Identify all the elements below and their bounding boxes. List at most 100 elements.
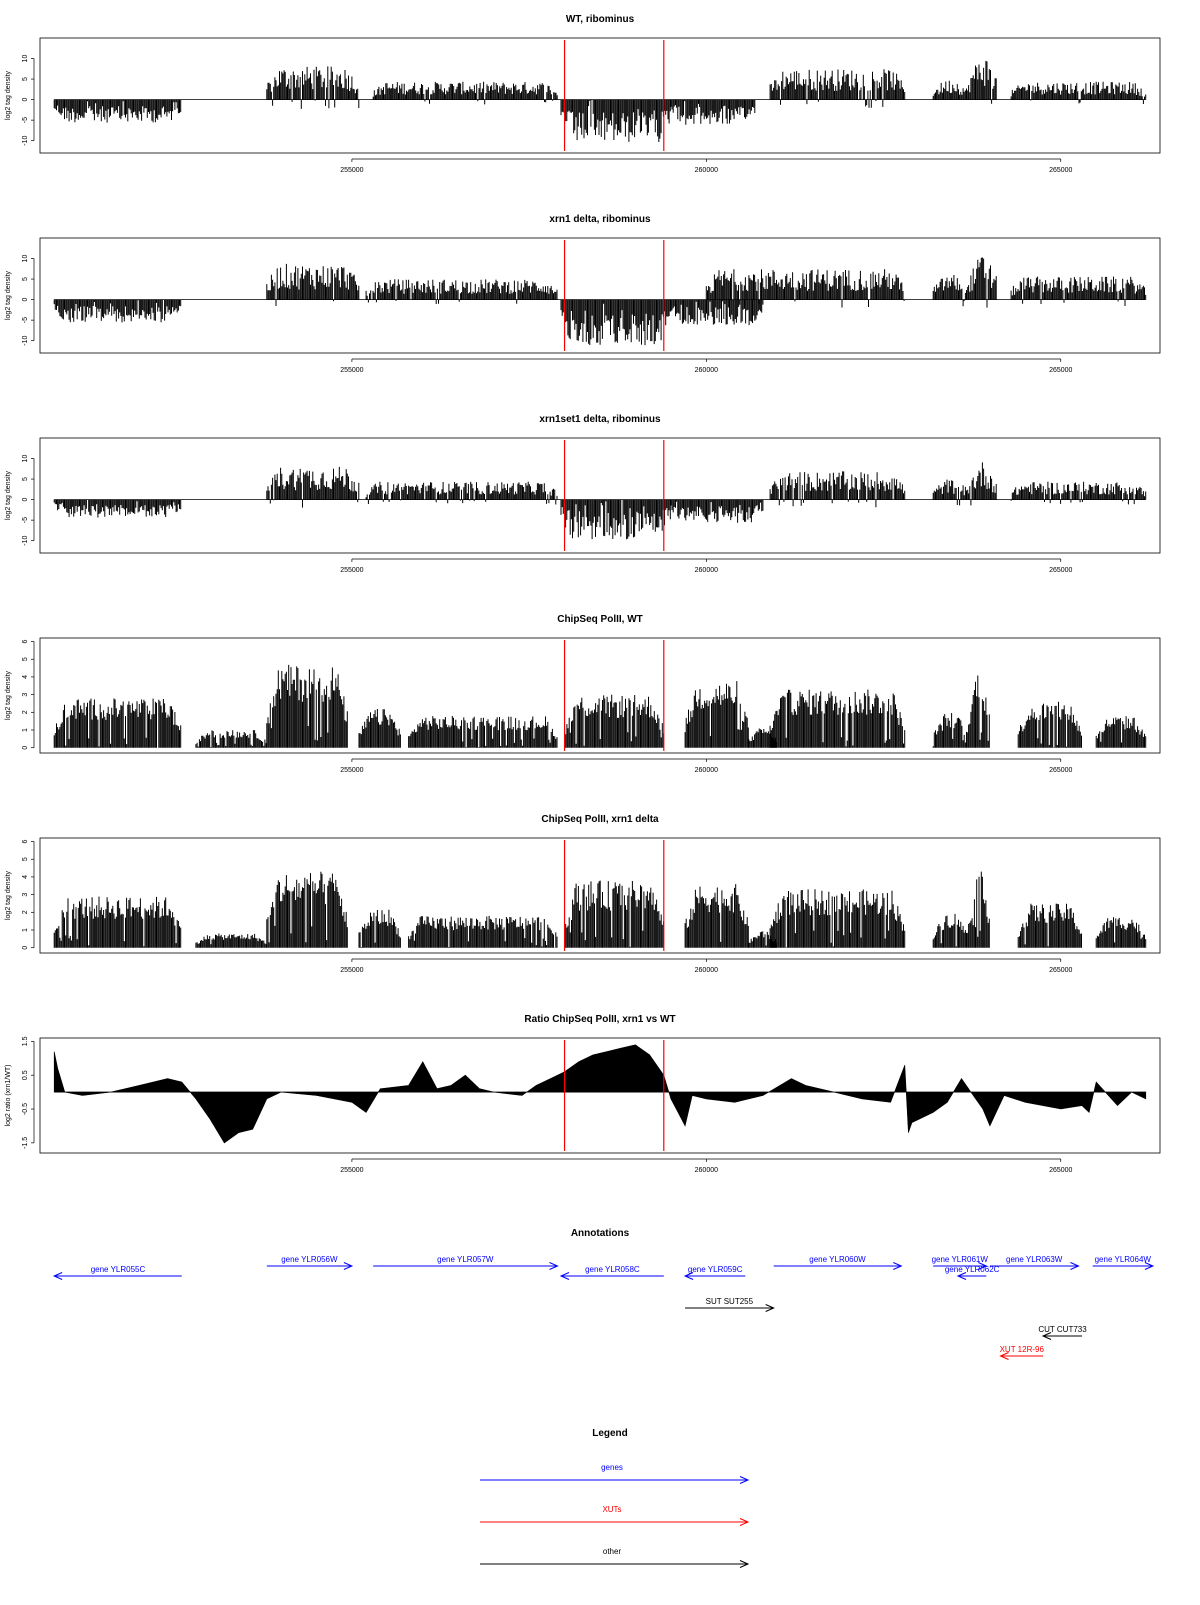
y-tick-label: 0 [22,98,29,102]
data-bars-segment [1095,716,1147,748]
y-tick-label: -5 [22,517,29,523]
data-marks [53,664,1147,748]
chart-title: ChipSeq PolII, xrn1 delta [541,814,659,825]
y-tick-label: -0.5 [22,1103,29,1115]
y-tick-label: -1.5 [22,1137,29,1149]
legend-label: XUTs [602,1505,621,1514]
data-bars-segment [932,275,969,307]
x-tick-label: 260000 [695,967,718,974]
x-tick-label: 265000 [1049,167,1072,174]
data-bars-segment [560,299,671,346]
x-axis: 255000 260000 265000 [340,358,1073,374]
data-bars-segment [769,69,906,108]
data-bars-segment [195,730,267,748]
y-tick-label: 10 [22,55,29,63]
plot-frame [39,1037,1161,1154]
x-tick-label: 265000 [1049,967,1072,974]
x-tick-label: 255000 [340,967,363,974]
annotation-feature: gene YLR064W [1092,1255,1155,1270]
x-tick-label: 260000 [695,767,718,774]
annotation-feature: gene YLR060W [773,1255,903,1270]
y-tick-label: 6 [22,839,29,843]
data-bars-segment [968,871,990,948]
data-bars-segment [53,499,182,518]
data-bars-segment [365,481,558,505]
data-bars-segment [53,299,182,323]
y-tick-label: 3 [22,893,29,897]
legend-item: XUTs [480,1505,750,1526]
plot-frame [39,637,1161,754]
annotation-arrow-head [978,1262,988,1270]
y-tick-label: 0 [22,298,29,302]
annotation-label: gene YLR059C [688,1265,743,1274]
data-bars-segment [365,279,558,304]
data-bars-segment [705,269,905,308]
data-bars-segment [358,909,401,948]
annotation-feature: gene YLR062C [945,1265,1000,1280]
data-bars-segment [266,263,360,306]
legend-arrow-head [739,1560,750,1568]
y-tick-label: 0.5 [22,1070,29,1080]
chart-panel-3: xrn1set1 delta, ribominus -10 -5 0 5 10 log2 t… [5,414,1161,574]
data-bars-segment [932,913,969,948]
x-tick-label: 260000 [695,167,718,174]
data-bars-segment [1017,701,1082,748]
y-tick-label: -10 [22,336,29,346]
y-tick-label: 2 [22,710,29,714]
x-tick-label: 260000 [695,1167,718,1174]
data-marks [53,871,1147,948]
data-bars-segment [266,664,348,748]
data-bars-segment [684,681,749,748]
plot-frame [39,237,1161,354]
x-tick-label: 265000 [1049,367,1072,374]
data-bars-segment [408,915,558,948]
y-tick-label: 10 [22,455,29,463]
y-tick-label: 5 [22,857,29,861]
data-bars-segment [932,80,969,100]
y-tick-label: 1 [22,928,29,932]
chart-title: xrn1set1 delta, ribominus [539,414,661,425]
x-tick-label: 255000 [340,367,363,374]
annotation-label: gene YLR057W [437,1255,494,1264]
y-axis-label: log2 tag density [5,670,12,720]
annotation-arrow-head [683,1272,694,1280]
annotation-label: gene YLR062C [945,1265,1000,1274]
data-bars-segment [968,257,997,308]
y-axis: -10 -5 0 5 10 [22,255,35,346]
annotation-feature: gene YLR059C [683,1265,746,1280]
y-axis: -10 -5 0 5 10 [22,55,35,146]
legend-arrow-head [739,1476,750,1484]
annotation-label: gene YLR055C [91,1265,146,1274]
annotation-arrow-head [52,1272,63,1280]
x-tick-label: 255000 [340,1167,363,1174]
data-bars-segment [266,466,360,508]
chart-title: xrn1 delta, ribominus [549,214,651,225]
y-tick-label: 4 [22,875,29,879]
data-bars-segment [670,99,756,125]
annotation-arrow-head [999,1352,1009,1360]
y-tick-label: 0 [22,746,29,750]
chart-panel-5: ChipSeq PolII, xrn1 delta 0 1 2 3 4 5 6 log2 tag… [5,814,1161,974]
annotation-arrow-head [549,1262,559,1270]
y-tick-label: 0 [22,498,29,502]
y-tick-label: -10 [22,136,29,146]
data-bars-segment [968,462,997,506]
annotation-label: gene YLR064W [1095,1255,1152,1264]
y-axis-label: log2 ratio (xrn1/WT) [5,1065,12,1127]
y-tick-label: 0 [22,946,29,950]
data-bars-segment [266,871,348,948]
x-tick-label: 265000 [1049,1167,1072,1174]
y-axis: 0 1 2 3 4 5 6 [22,639,35,750]
y-tick-label: 5 [22,277,29,281]
chart-panel-6: Ratio ChipSeq PolII, xrn1 vs WT -1.5 -0.5 0… [5,1014,1161,1174]
x-tick-label: 255000 [340,567,363,574]
data-bars-segment [769,689,906,748]
y-axis-label: log2 tag density [5,870,12,920]
annotation-arrow-head [765,1304,775,1312]
annotation-feature: gene YLR055C [52,1265,182,1280]
data-bars-segment [372,81,558,105]
annotation-label: SUT SUT255 [706,1297,754,1306]
annotation-arrow-head [956,1272,967,1280]
annotation-label: gene YLR061W [932,1255,989,1264]
annotation-label: gene YLR056W [281,1255,338,1264]
